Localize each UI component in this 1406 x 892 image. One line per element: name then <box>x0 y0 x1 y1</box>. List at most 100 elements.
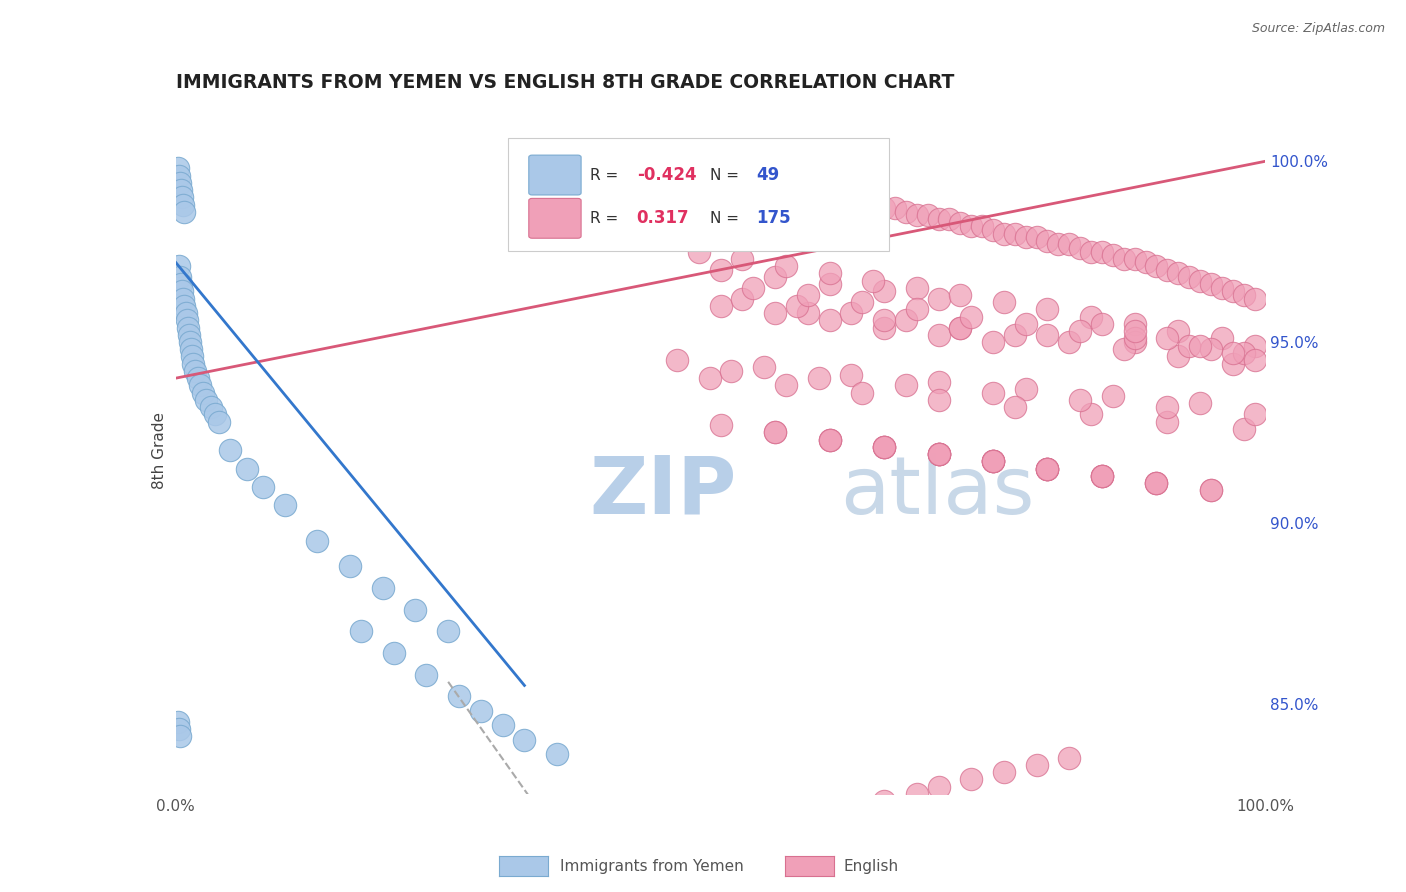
Point <box>905 787 928 801</box>
Point <box>981 454 1004 468</box>
Point <box>1057 750 1080 764</box>
Point <box>492 718 515 732</box>
Point <box>763 425 786 440</box>
Point <box>195 392 218 407</box>
Point <box>851 295 873 310</box>
Point <box>184 364 207 378</box>
Point <box>763 269 786 284</box>
Text: English: English <box>844 859 898 873</box>
Point <box>873 440 896 454</box>
Point <box>177 327 200 342</box>
Point <box>1102 248 1125 262</box>
Point <box>873 440 896 454</box>
Point <box>786 299 808 313</box>
Point <box>960 219 983 234</box>
Point <box>169 269 191 284</box>
Point <box>181 350 204 364</box>
Point <box>981 454 1004 468</box>
Point <box>1199 277 1222 292</box>
Point <box>796 306 818 320</box>
Point <box>1144 475 1167 490</box>
Point <box>186 371 209 385</box>
Point <box>252 480 274 494</box>
Point <box>1015 317 1038 331</box>
Point <box>274 498 297 512</box>
Point <box>873 794 896 808</box>
Point <box>181 357 204 371</box>
Point <box>894 378 917 392</box>
Point <box>981 454 1004 468</box>
Point <box>177 320 200 334</box>
Point <box>1232 288 1256 302</box>
Point <box>1123 324 1146 338</box>
Point <box>174 306 197 320</box>
Point <box>1123 331 1146 345</box>
Point <box>219 443 242 458</box>
Point <box>775 378 797 392</box>
Point <box>981 385 1004 400</box>
Point <box>1036 461 1059 475</box>
Point <box>1123 317 1146 331</box>
Point <box>818 433 841 447</box>
Point <box>307 533 329 548</box>
Point <box>873 285 896 299</box>
Point <box>981 223 1004 237</box>
Point <box>200 400 222 414</box>
Point <box>180 343 202 357</box>
Point <box>437 624 460 639</box>
Point <box>172 190 194 204</box>
Point <box>928 447 950 461</box>
Point <box>796 288 818 302</box>
Point <box>470 704 492 718</box>
Point <box>873 201 896 215</box>
Point <box>655 161 678 176</box>
Point <box>873 440 896 454</box>
Point <box>720 172 742 186</box>
Point <box>1222 346 1244 360</box>
Point <box>949 288 972 302</box>
Point <box>688 165 710 179</box>
Point <box>688 244 710 259</box>
Point <box>928 447 950 461</box>
Point <box>1123 334 1146 349</box>
Point <box>928 375 950 389</box>
Point <box>1211 331 1233 345</box>
Point <box>818 313 841 327</box>
Point <box>818 190 841 204</box>
Point <box>873 440 896 454</box>
Point <box>1112 252 1135 266</box>
Point <box>1080 244 1102 259</box>
Point <box>172 197 194 211</box>
Point <box>1091 244 1114 259</box>
Text: 0.317: 0.317 <box>637 210 689 227</box>
Point <box>173 299 195 313</box>
Point <box>928 292 950 306</box>
Point <box>928 392 950 407</box>
Point <box>546 747 568 761</box>
Text: N =: N = <box>710 211 744 226</box>
Point <box>841 306 863 320</box>
Point <box>928 447 950 461</box>
Point <box>731 172 754 186</box>
Point <box>1069 241 1091 255</box>
Point <box>235 461 257 475</box>
Point <box>807 371 830 385</box>
Point <box>1057 237 1080 252</box>
Point <box>1243 407 1265 421</box>
Point <box>1167 350 1189 364</box>
Point <box>1091 468 1114 483</box>
Point <box>1015 230 1038 244</box>
Point <box>830 190 852 204</box>
Point <box>1156 415 1178 429</box>
Text: Immigrants from Yemen: Immigrants from Yemen <box>560 859 744 873</box>
Point <box>731 292 754 306</box>
Point <box>1080 407 1102 421</box>
Point <box>1189 396 1212 410</box>
Point <box>676 165 699 179</box>
Point <box>710 418 733 433</box>
Point <box>1123 252 1146 266</box>
Point <box>1091 468 1114 483</box>
Text: N =: N = <box>710 168 744 183</box>
Point <box>754 176 776 190</box>
Point <box>818 266 841 280</box>
